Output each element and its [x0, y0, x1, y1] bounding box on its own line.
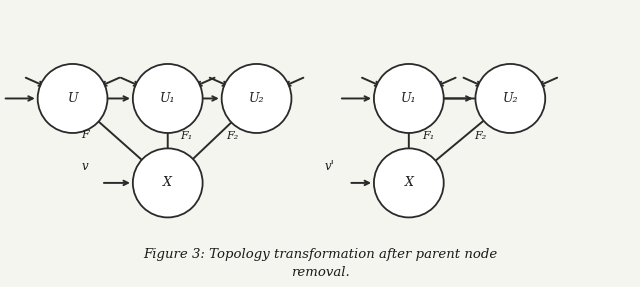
Text: v: v — [82, 160, 88, 173]
Ellipse shape — [133, 148, 203, 218]
Text: U₁: U₁ — [160, 92, 175, 105]
Text: F₂: F₂ — [474, 131, 486, 141]
Text: F: F — [81, 130, 89, 140]
Text: F₂: F₂ — [227, 131, 239, 141]
Text: U₂: U₂ — [249, 92, 264, 105]
Ellipse shape — [374, 64, 444, 133]
Text: F₁: F₁ — [422, 131, 434, 141]
Text: F₁: F₁ — [180, 131, 193, 141]
Text: U₂: U₂ — [502, 92, 518, 105]
Text: U: U — [67, 92, 78, 105]
Text: Figure 3: Topology transformation after parent node
removal.: Figure 3: Topology transformation after … — [143, 248, 497, 279]
Text: X: X — [404, 177, 413, 189]
Ellipse shape — [476, 64, 545, 133]
Ellipse shape — [133, 64, 203, 133]
Text: U₁: U₁ — [401, 92, 417, 105]
Text: X: X — [163, 177, 172, 189]
Ellipse shape — [374, 148, 444, 218]
Ellipse shape — [38, 64, 108, 133]
Ellipse shape — [221, 64, 291, 133]
Text: v': v' — [324, 160, 335, 173]
